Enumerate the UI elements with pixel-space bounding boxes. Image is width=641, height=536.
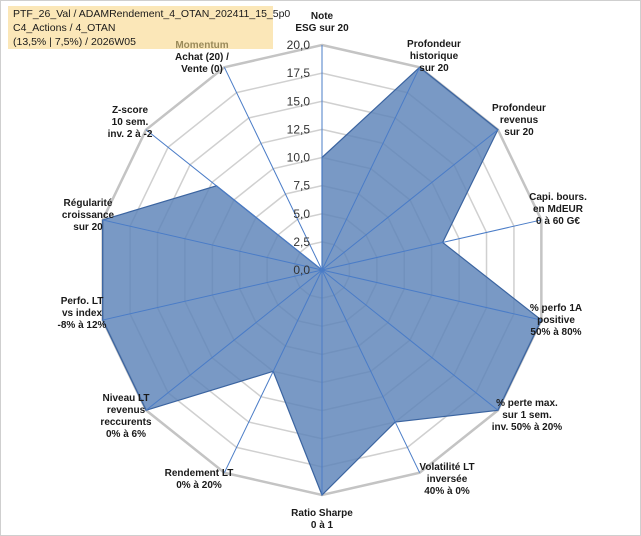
axis-label: Perfo. LT [61,296,104,307]
axis-label: % perte max. [496,398,558,409]
axis-label: Achat (20) / [175,52,229,63]
axis-spoke [321,269,499,411]
axis-label: 0% à 6% [106,429,146,440]
tick-label: 7,5 [293,179,310,193]
axis-label: historique [410,51,459,62]
axis-label: inv. 50% à 20% [492,422,563,433]
axis-label: revenus [500,115,539,126]
axis-label: 40% à 0% [424,486,470,497]
axis-label: 50% à 80% [530,327,581,338]
title-line-2: C4_Actions / 4_OTAN [13,22,116,34]
axis-label: ESG sur 20 [295,23,349,34]
axis-spoke [223,67,323,271]
axis-label: inv. 2 à -2 [108,129,153,140]
title-line-1: PTF_26_Val / ADAMRendement_4_OTAN_202411… [13,8,291,20]
tick-label: 12,5 [287,122,311,136]
axis-label: 0 à 60 G€ [536,216,580,227]
tick-label: 17,5 [287,66,311,80]
axis-label: Profondeur [492,103,546,114]
axis-label: Niveau LT [102,393,149,404]
tick-label: 0,0 [293,263,310,277]
axis-spoke [102,219,323,271]
axis-label: 0% à 20% [176,480,222,491]
tick-label: 10,0 [287,151,311,165]
axis-spoke [321,219,542,271]
axis-label: % perfo 1A [530,303,582,314]
axis-label: sur 20 [419,63,449,74]
tick-label: 2,5 [293,235,310,249]
axis-label: -8% à 12% [58,320,107,331]
tick-label: 15,0 [287,94,311,108]
axis-label: Note [311,11,334,22]
axis-label: inversée [427,474,468,485]
tick-label: 20,0 [287,38,311,52]
axis-label: Profondeur [407,39,461,50]
axis-label: reccurents [100,417,152,428]
axis-spoke [145,269,323,411]
axis-label: sur 1 sem. [502,410,552,421]
tick-label: 5,0 [293,207,310,221]
axis-label: Volatilité LT [419,462,474,473]
axis-label: Z-score [112,105,149,116]
axis-label: croissance [62,210,115,221]
axis-label: vs index [62,308,102,319]
axis-spoke [223,269,323,473]
axis-label: Capi. bours. [529,192,587,203]
axis-spoke [102,269,323,321]
axis-label: 10 sem. [112,117,149,128]
axis-label: positive [537,315,575,326]
axis-label: sur 20 [504,127,534,138]
axis-label: Vente (0) [181,64,223,75]
axis-label: Rendement LT [165,468,234,479]
axis-label: Régularité [64,198,113,209]
axis-label: 0 à 1 [311,520,334,531]
axis-spoke [145,129,323,271]
chart-title-box: PTF_26_Val / ADAMRendement_4_OTAN_202411… [8,6,291,49]
axis-label: Ratio Sharpe [291,508,353,519]
axis-spoke [321,67,421,271]
axis-label: en MdEUR [533,204,584,215]
axis-label: revenus [107,405,146,416]
axis-spoke [321,269,421,473]
axis-spoke [321,269,542,321]
axis-label: sur 20 [73,222,103,233]
axis-label: Momentum [175,40,228,51]
title-line-3: (13,5% | 7,5%) / 2026W05 [13,36,136,48]
axis-spoke [321,129,499,271]
